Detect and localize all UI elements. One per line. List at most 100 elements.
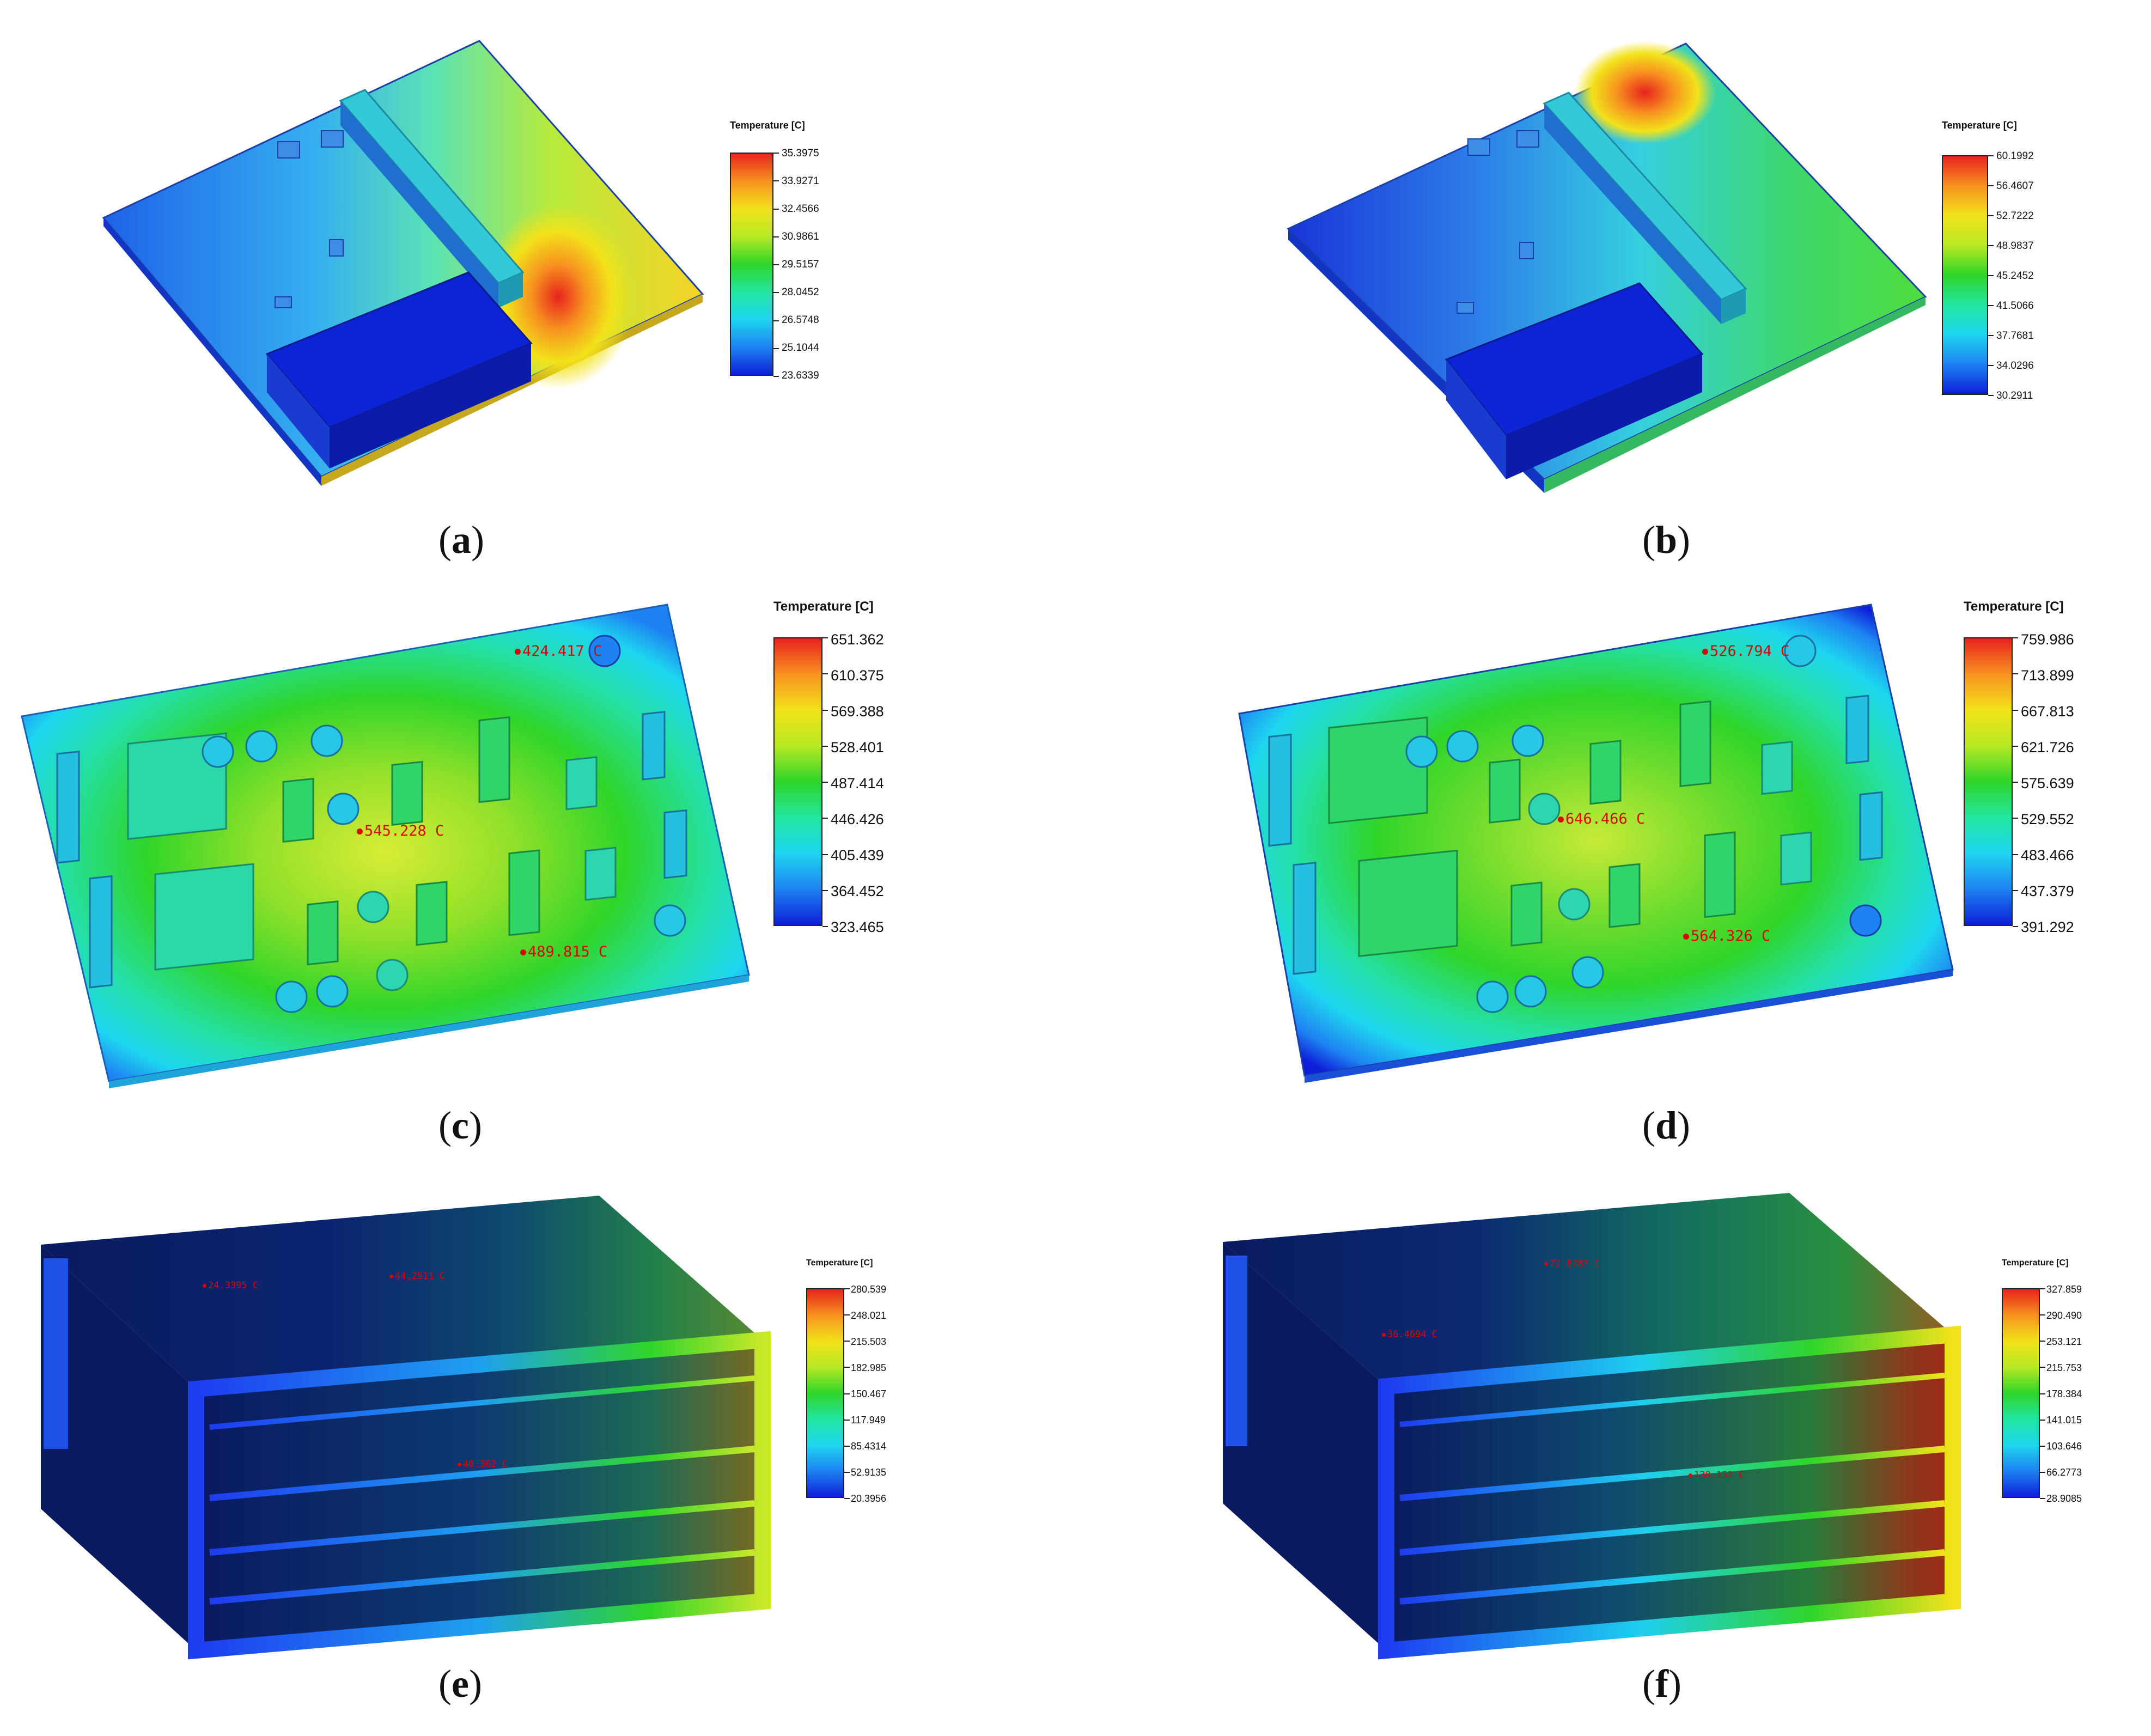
legend-value: 487.414: [831, 775, 884, 791]
pcb-thermal-render-b: [1287, 41, 1927, 493]
legend-value: 28.9085: [2046, 1493, 2082, 1504]
colorbar-tick: [822, 854, 828, 855]
colorbar-tick: [844, 1445, 850, 1447]
legend-value: 29.5157: [782, 259, 819, 270]
colorbar-tick: [2040, 1445, 2045, 1447]
enclosure-thermal-render-e: [41, 1196, 771, 1660]
legend-value: 20.3956: [851, 1493, 887, 1504]
colorbar-tick: [844, 1367, 850, 1368]
legend-value: 48.9837: [1996, 240, 2034, 252]
colorbar-tick: [822, 745, 828, 747]
probe-label: 44.2511 C: [389, 1271, 445, 1282]
caption-f: (f): [1642, 1662, 1681, 1705]
legend-value: 215.503: [851, 1336, 887, 1347]
colorbar-tick: [773, 153, 779, 154]
colorbar-tick: [1988, 155, 1994, 156]
colorbar-tick: [2013, 818, 2018, 819]
probe-label: 489.815 C: [520, 943, 607, 960]
colorbar-tick: [1988, 365, 1994, 366]
probe-label: 24.3395 C: [203, 1280, 258, 1291]
legend-value: 52.9135: [851, 1467, 887, 1478]
colorbar-tick: [2040, 1341, 2045, 1342]
legend-value: 391.292: [2021, 919, 2074, 935]
legend-value: 33.9271: [782, 175, 819, 187]
legend-title: Temperature [C]: [1942, 120, 2017, 131]
colorbar-tick: [1988, 335, 1994, 336]
colorbar-tick: [2013, 854, 2018, 855]
legend-title: Temperature [C]: [773, 599, 874, 614]
legend-value: 117.949: [851, 1415, 886, 1426]
legend-value: 41.5066: [1996, 300, 2034, 312]
legend-value: 37.7681: [1996, 330, 2034, 342]
legend-title: Temperature [C]: [730, 120, 805, 131]
legend-title: Temperature [C]: [1964, 599, 2064, 614]
colorbar-tick: [2040, 1314, 2045, 1316]
colorbar-tick: [822, 926, 828, 927]
colorbar-tick: [2040, 1367, 2045, 1368]
colorbar-tick: [2040, 1471, 2045, 1473]
colorbar-tick: [2013, 890, 2018, 891]
legend-value: 30.9861: [782, 231, 819, 242]
legend-value: 103.646: [2046, 1441, 2082, 1452]
probe-label: 545.228 C: [357, 823, 444, 839]
colorbar: [773, 637, 822, 926]
legend-value: 667.813: [2021, 703, 2074, 720]
legend-value: 575.639: [2021, 775, 2074, 791]
enclosure-thermal-render-f: [1223, 1193, 1961, 1660]
colorbar-tick: [844, 1498, 850, 1499]
legend-title: Temperature [C]: [2002, 1258, 2069, 1268]
colorbar-tick: [1988, 395, 1994, 396]
colorbar: [1964, 637, 2013, 926]
legend-value: 28.0452: [782, 287, 819, 298]
panel-b: Temperature [C] 60.1992 56.4607 52.7222 …: [1076, 0, 2151, 588]
legend-value: 364.452: [831, 883, 884, 899]
board-thermal-render-c: [21, 604, 750, 1088]
colorbar-tick: [2040, 1393, 2045, 1394]
legend-value: 610.375: [831, 667, 884, 684]
legend-value: 651.362: [831, 631, 884, 648]
colorbar-tick: [844, 1419, 850, 1421]
colorbar-tick: [2013, 673, 2018, 675]
colorbar-tick: [773, 348, 779, 349]
panel-a: Temperature [C] 35.3975 33.9271 32.4566 …: [0, 0, 1076, 588]
colorbar: [806, 1288, 844, 1498]
colorbar: [2002, 1288, 2040, 1498]
legend-a: Temperature [C] 35.3975 33.9271 32.4566 …: [730, 120, 893, 392]
colorbar: [730, 153, 773, 376]
legend-e: Temperature [C] 280.539 248.021 215.503 …: [806, 1258, 948, 1503]
colorbar-tick: [773, 320, 779, 321]
probe-label: 36.4694 C: [1382, 1329, 1437, 1340]
legend-value: 56.4607: [1996, 180, 2034, 192]
probe-label: 72.8787 C: [1544, 1258, 1600, 1269]
legend-value: 85.4314: [851, 1441, 887, 1452]
legend-b: Temperature [C] 60.1992 56.4607 52.7222 …: [1942, 120, 2105, 403]
colorbar-tick: [773, 292, 779, 294]
colorbar-tick: [773, 236, 779, 237]
legend-value: 35.3975: [782, 148, 819, 159]
legend-value: 327.859: [2046, 1284, 2082, 1295]
panel-c: 424.417 C 545.228 C 489.815 C Temperatur…: [0, 588, 1076, 1171]
colorbar-tick: [1988, 245, 1994, 246]
colorbar-tick: [822, 890, 828, 891]
legend-value: 446.426: [831, 811, 884, 827]
colorbar-tick: [822, 637, 828, 638]
colorbar-tick: [773, 264, 779, 265]
legend-value: 34.0296: [1996, 360, 2034, 371]
colorbar-tick: [844, 1341, 850, 1342]
legend-value: 141.015: [2046, 1415, 2082, 1426]
legend-value: 483.466: [2021, 847, 2074, 863]
legend-value: 280.539: [851, 1284, 887, 1295]
colorbar-tick: [2040, 1419, 2045, 1421]
legend-value: 26.5748: [782, 314, 819, 326]
probe-label: 564.326 C: [1683, 928, 1770, 945]
colorbar-tick: [2040, 1498, 2045, 1499]
caption-a: (a): [438, 518, 484, 562]
caption-e: (e): [438, 1662, 482, 1705]
caption-d: (d): [1642, 1104, 1691, 1147]
colorbar-tick: [844, 1471, 850, 1473]
colorbar-tick: [2013, 745, 2018, 747]
legend-f: Temperature [C] 327.859 290.490 253.121 …: [2002, 1258, 2143, 1503]
colorbar-tick: [2040, 1288, 2045, 1289]
legend-value: 30.2911: [1996, 390, 2033, 401]
legend-value: 253.121: [2046, 1336, 2082, 1347]
